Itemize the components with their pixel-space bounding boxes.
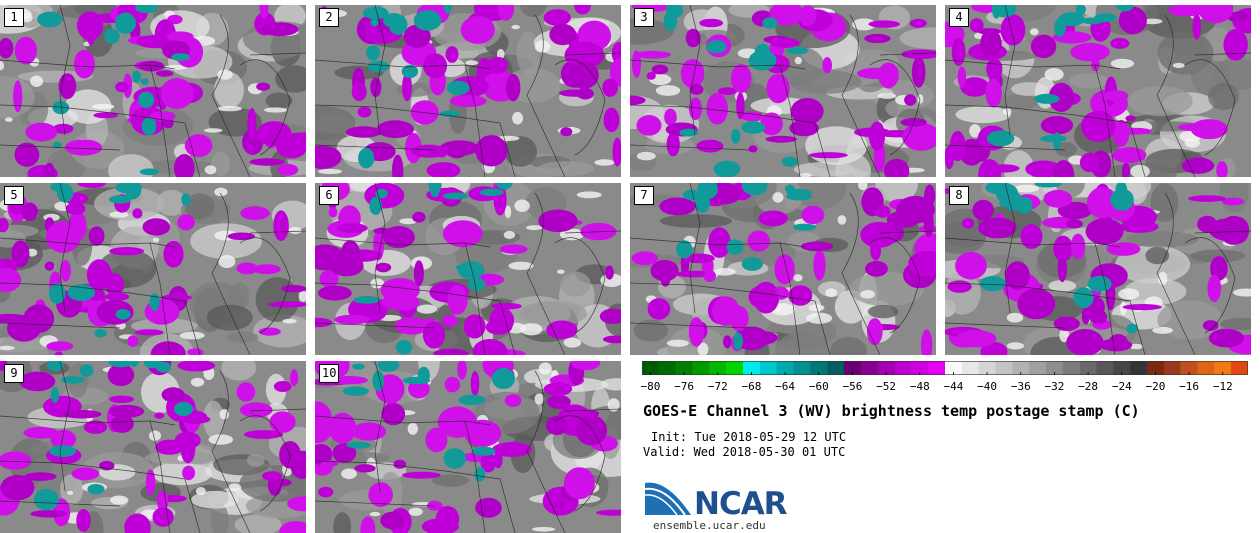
map-panel: 4: [945, 5, 1251, 177]
colorbar-segment: [675, 361, 693, 375]
colorbar-segment: [1012, 361, 1030, 375]
colorbar-segment: [844, 361, 862, 375]
colorbar-tick-label: −40: [977, 380, 998, 393]
colorbar-segment: [1214, 361, 1232, 375]
water-vapor-map: [0, 5, 306, 177]
map-panel: 5: [0, 183, 306, 355]
logo-url: ensemble.ucar.edu: [653, 519, 766, 532]
colorbar-tick-label: −68: [741, 380, 762, 393]
colorbar-segment: [945, 361, 963, 375]
map-panel: 1: [0, 5, 306, 177]
water-vapor-map: [315, 361, 621, 533]
map-panel: 2: [315, 5, 621, 177]
colorbar-segment: [709, 361, 727, 375]
panel-number: 2: [319, 8, 339, 27]
colorbar-tick-label: −20: [1145, 380, 1166, 393]
colorbar-tick-label: −24: [1111, 380, 1132, 393]
colorbar-segment: [911, 361, 929, 375]
map-panel: 9: [0, 361, 306, 533]
water-vapor-map: [945, 183, 1251, 355]
panel-number: 8: [949, 186, 969, 205]
colorbar-segment: [1147, 361, 1165, 375]
valid-time: Valid: Wed 2018-05-30 01 UTC: [643, 445, 846, 459]
colorbar-tick-label: −44: [943, 380, 964, 393]
colorbar-segment: [776, 361, 794, 375]
colorbar-tick-label: −36: [1010, 380, 1031, 393]
colorbar-segment: [978, 361, 996, 375]
colorbar-tick-label: −64: [775, 380, 796, 393]
water-vapor-map: [945, 5, 1251, 177]
colorbar-segment: [1046, 361, 1064, 375]
map-panel: 3: [630, 5, 936, 177]
colorbar-tick-label: −56: [842, 380, 863, 393]
water-vapor-map: [630, 183, 936, 355]
ncar-logo-icon: [644, 482, 691, 516]
ncar-logo-text: NCAR: [694, 486, 788, 522]
water-vapor-map: [315, 183, 621, 355]
panel-number: 1: [4, 8, 24, 27]
colorbar-segment: [860, 361, 878, 375]
colorbar-segment: [1130, 361, 1148, 375]
figure-title: GOES-E Channel 3 (WV) brightness temp po…: [643, 402, 1140, 420]
colorbar-segment: [793, 361, 811, 375]
map-panel: 7: [630, 183, 936, 355]
colorbar-segment: [877, 361, 895, 375]
panel-number: 4: [949, 8, 969, 27]
colorbar-tick-label: −52: [876, 380, 897, 393]
colorbar-tick-label: −80: [640, 380, 661, 393]
colorbar-segment: [928, 361, 946, 375]
panel-number: 6: [319, 186, 339, 205]
colorbar-segment: [1231, 361, 1248, 375]
colorbar-tick-label: −60: [808, 380, 829, 393]
panel-number: 10: [319, 364, 340, 383]
colorbar-segment: [743, 361, 761, 375]
colorbar-segment: [692, 361, 710, 375]
init-time: Init: Tue 2018-05-29 12 UTC: [651, 430, 847, 444]
colorbar-segment: [894, 361, 912, 375]
colorbar-tick-label: −28: [1078, 380, 1099, 393]
water-vapor-map: [0, 361, 306, 533]
panel-number: 7: [634, 186, 654, 205]
colorbar-tick-label: −32: [1044, 380, 1065, 393]
colorbar-segment: [827, 361, 845, 375]
colorbar-segment: [1197, 361, 1215, 375]
map-panel: 6: [315, 183, 621, 355]
colorbar-segment: [1180, 361, 1198, 375]
colorbar-segment: [1079, 361, 1097, 375]
colorbar-segment: [726, 361, 744, 375]
colorbar-segment: [1029, 361, 1047, 375]
water-vapor-map: [0, 183, 306, 355]
water-vapor-map: [630, 5, 936, 177]
panel-number: 5: [4, 186, 24, 205]
colorbar-tick-label: −76: [674, 380, 695, 393]
map-panel: 8: [945, 183, 1251, 355]
panel-number: 9: [4, 364, 24, 383]
map-panel: 10: [315, 361, 621, 533]
colorbar: [642, 361, 1248, 375]
colorbar-tick-label: −16: [1179, 380, 1200, 393]
colorbar-segment: [1062, 361, 1080, 375]
panel-number: 3: [634, 8, 654, 27]
colorbar-segment: [1163, 361, 1181, 375]
colorbar-segment: [961, 361, 979, 375]
colorbar-tick-label: −72: [707, 380, 728, 393]
colorbar-segment: [642, 361, 660, 375]
colorbar-tick-label: −48: [909, 380, 930, 393]
colorbar-segment: [810, 361, 828, 375]
colorbar-tick-label: −12: [1212, 380, 1233, 393]
water-vapor-map: [315, 5, 621, 177]
colorbar-segment: [995, 361, 1013, 375]
colorbar-segment: [759, 361, 777, 375]
colorbar-segment: [1096, 361, 1114, 375]
colorbar-segment: [658, 361, 676, 375]
colorbar-segment: [1113, 361, 1131, 375]
